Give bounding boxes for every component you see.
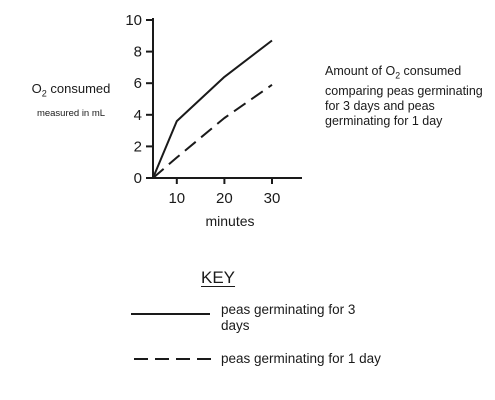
axes xyxy=(152,18,302,179)
chart-caption: Amount of O2 consumed comparing peas ger… xyxy=(325,64,483,128)
ticks: 0 2 4 6 8 10 10 20 30 xyxy=(125,12,280,207)
legend-title: KEY xyxy=(201,268,236,287)
y-axis-label-sub: measured in mL xyxy=(36,107,106,119)
series-layer xyxy=(152,39,273,179)
y-tick-label: 10 xyxy=(125,12,142,29)
y-tick-label: 4 xyxy=(134,107,142,124)
y-tick-label: 6 xyxy=(134,75,142,92)
legend-label-series-2: peas germinating for 1 day xyxy=(221,351,381,366)
x-tick-label: 30 xyxy=(264,190,281,207)
series-line-1 xyxy=(152,39,273,179)
y-tick-label: 8 xyxy=(134,44,142,61)
x-axis-label: minutes xyxy=(205,213,255,229)
legend-lines xyxy=(131,313,212,360)
y-axis-label: O2 consumed measured in mL xyxy=(20,81,122,122)
series-line-2 xyxy=(152,83,273,179)
legend-label-series-1: peas germinating for 3 days xyxy=(221,302,356,333)
y-tick-label: 0 xyxy=(134,170,142,187)
x-tick-label: 10 xyxy=(168,190,185,207)
y-axis-label-main: O2 consumed xyxy=(31,81,111,99)
y-tick-label: 2 xyxy=(134,138,142,155)
x-tick-label: 20 xyxy=(216,190,233,207)
